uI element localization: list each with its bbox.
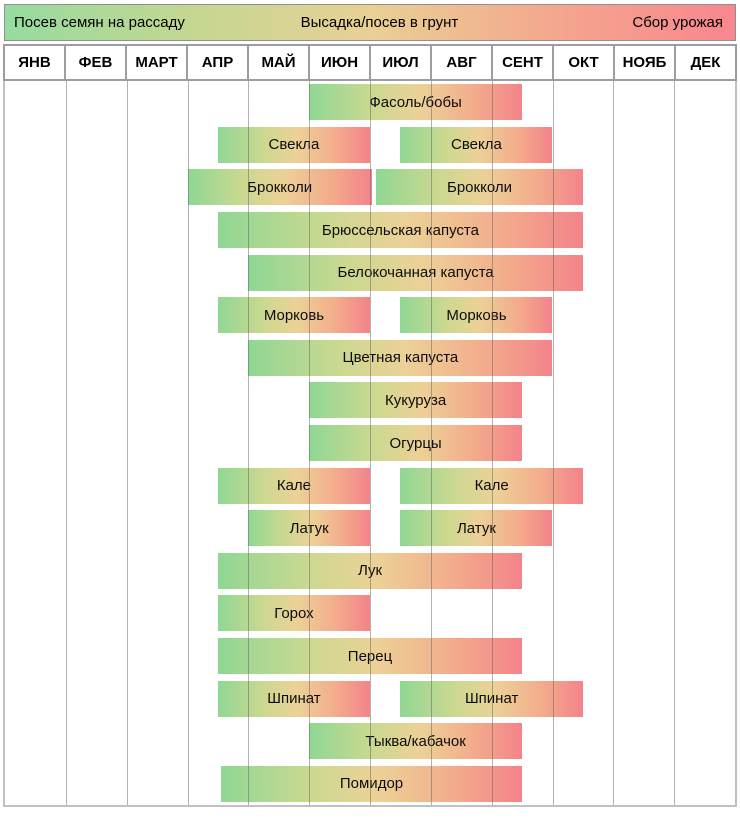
period-bar: Перец: [217, 638, 523, 675]
crop-label: Латук: [456, 519, 496, 537]
crop-row: Цветная капуста: [5, 337, 735, 380]
crop-label: Шпинат: [464, 690, 519, 708]
month-header-cell: АПР: [188, 46, 249, 79]
legend-label-harvest: Сбор урожая: [632, 14, 723, 31]
legend-label-seed-sowing: Посев семян на рассаду: [14, 14, 185, 31]
month-header-cell: МАЙ: [249, 46, 310, 79]
crop-row: Брокколи Брокколи: [5, 166, 735, 209]
period-bar: Морковь: [400, 297, 553, 334]
period-bar: Кукуруза: [309, 382, 523, 419]
crop-label: Шпинат: [267, 690, 321, 708]
period-bar: Латук: [400, 510, 553, 547]
crop-row: Фасоль/бобы: [5, 81, 735, 124]
period-bar: Тыква/кабачок: [309, 723, 523, 760]
month-header-cell: ДЕК: [690, 54, 721, 71]
month-gridline: [65, 81, 67, 805]
crop-label: Горох: [274, 604, 314, 622]
month-gridline: [126, 81, 128, 805]
crop-row: Морковь Морковь: [5, 294, 735, 337]
crop-row: Свекла Свекла: [5, 124, 735, 167]
crop-row: Тыква/кабачок: [5, 720, 735, 763]
month-header-cell: ЯНВ: [5, 46, 66, 79]
crop-label: Перец: [347, 647, 393, 665]
crop-row: Лук: [5, 550, 735, 593]
crop-label: Цветная капуста: [342, 349, 459, 367]
crop-row: Помидор: [5, 763, 735, 806]
crop-label: Кукуруза: [385, 391, 447, 409]
crop-label: Белокочанная капуста: [337, 264, 494, 282]
legend-bar: Посев семян на рассаду Высадка/посев в г…: [4, 4, 736, 41]
period-bar: Кале: [217, 467, 370, 504]
month-gridline: [674, 81, 676, 805]
period-bar: Огурцы: [309, 425, 523, 462]
crop-label: Свекла: [268, 136, 320, 154]
month-header-cell: НОЯБ: [615, 46, 676, 79]
month-gridline: [491, 81, 493, 805]
crop-label: Фасоль/бобы: [369, 93, 462, 111]
month-gridline: [430, 81, 432, 805]
legend-label-plant-in-ground: Высадка/посев в грунт: [300, 14, 459, 31]
month-gridline: [248, 81, 250, 805]
month-header-cell: СЕНТ: [493, 46, 554, 79]
period-bar: Горох: [217, 595, 370, 632]
crop-row: Горох: [5, 592, 735, 635]
month-gridline: [613, 81, 615, 805]
period-bar: Брокколи: [376, 169, 583, 206]
period-bar: Шпинат: [217, 680, 370, 717]
crop-label: Свекла: [451, 136, 502, 154]
month-header-cell: ФЕВ: [66, 46, 127, 79]
period-bar: Фасоль/бобы: [309, 84, 523, 121]
period-bar: Лук: [217, 552, 523, 589]
period-bar: Свекла: [217, 126, 370, 163]
month-header-row: ЯНВ ФЕВ МАРТ АПР МАЙ ИЮН ИЮЛ АВГ СЕНТ ОКТ НОЯБ ДЕК: [3, 44, 737, 81]
month-header-cell: АВГ: [432, 46, 493, 79]
month-header-cell: ОКТ: [554, 46, 615, 79]
month-header-cell: МАРТ: [127, 46, 188, 79]
month-header-cell: ИЮЛ: [371, 46, 432, 79]
crop-row: Белокочанная капуста: [5, 251, 735, 294]
period-bar: Брокколи: [187, 169, 372, 206]
crop-label: Морковь: [446, 306, 507, 324]
crop-label: Кале: [276, 477, 312, 495]
crop-row: Огурцы: [5, 422, 735, 465]
month-gridline: [187, 81, 189, 805]
crop-label: Брокколи: [447, 178, 512, 196]
crop-label: Морковь: [263, 306, 325, 324]
period-bar: Белокочанная капуста: [248, 254, 583, 291]
period-bar: Морковь: [217, 297, 370, 334]
crop-label: Брокколи: [247, 178, 313, 196]
crop-row: Перец: [5, 635, 735, 678]
crop-label: Тыква/кабачок: [365, 732, 466, 750]
crop-label: Лук: [357, 562, 383, 580]
period-bar: Брюссельская капуста: [217, 212, 583, 249]
period-bar: Помидор: [220, 765, 523, 802]
crop-row: Латук Латук: [5, 507, 735, 550]
chart-body: Фасоль/бобы Свекла Свекла Брокколи Брокколи Б…: [3, 81, 737, 807]
crop-row: Брюссельская капуста: [5, 209, 735, 252]
period-bar: Свекла: [400, 126, 553, 163]
period-bar: Цветная капуста: [248, 339, 553, 376]
crop-label: Огурцы: [389, 434, 442, 452]
month-gridline: [552, 81, 554, 805]
crop-label: Помидор: [339, 775, 404, 793]
month-header-cell: ИЮН: [310, 46, 371, 79]
month-gridline: [370, 81, 371, 805]
crop-label: Брюссельская капуста: [321, 221, 479, 239]
month-gridline: [309, 81, 311, 805]
